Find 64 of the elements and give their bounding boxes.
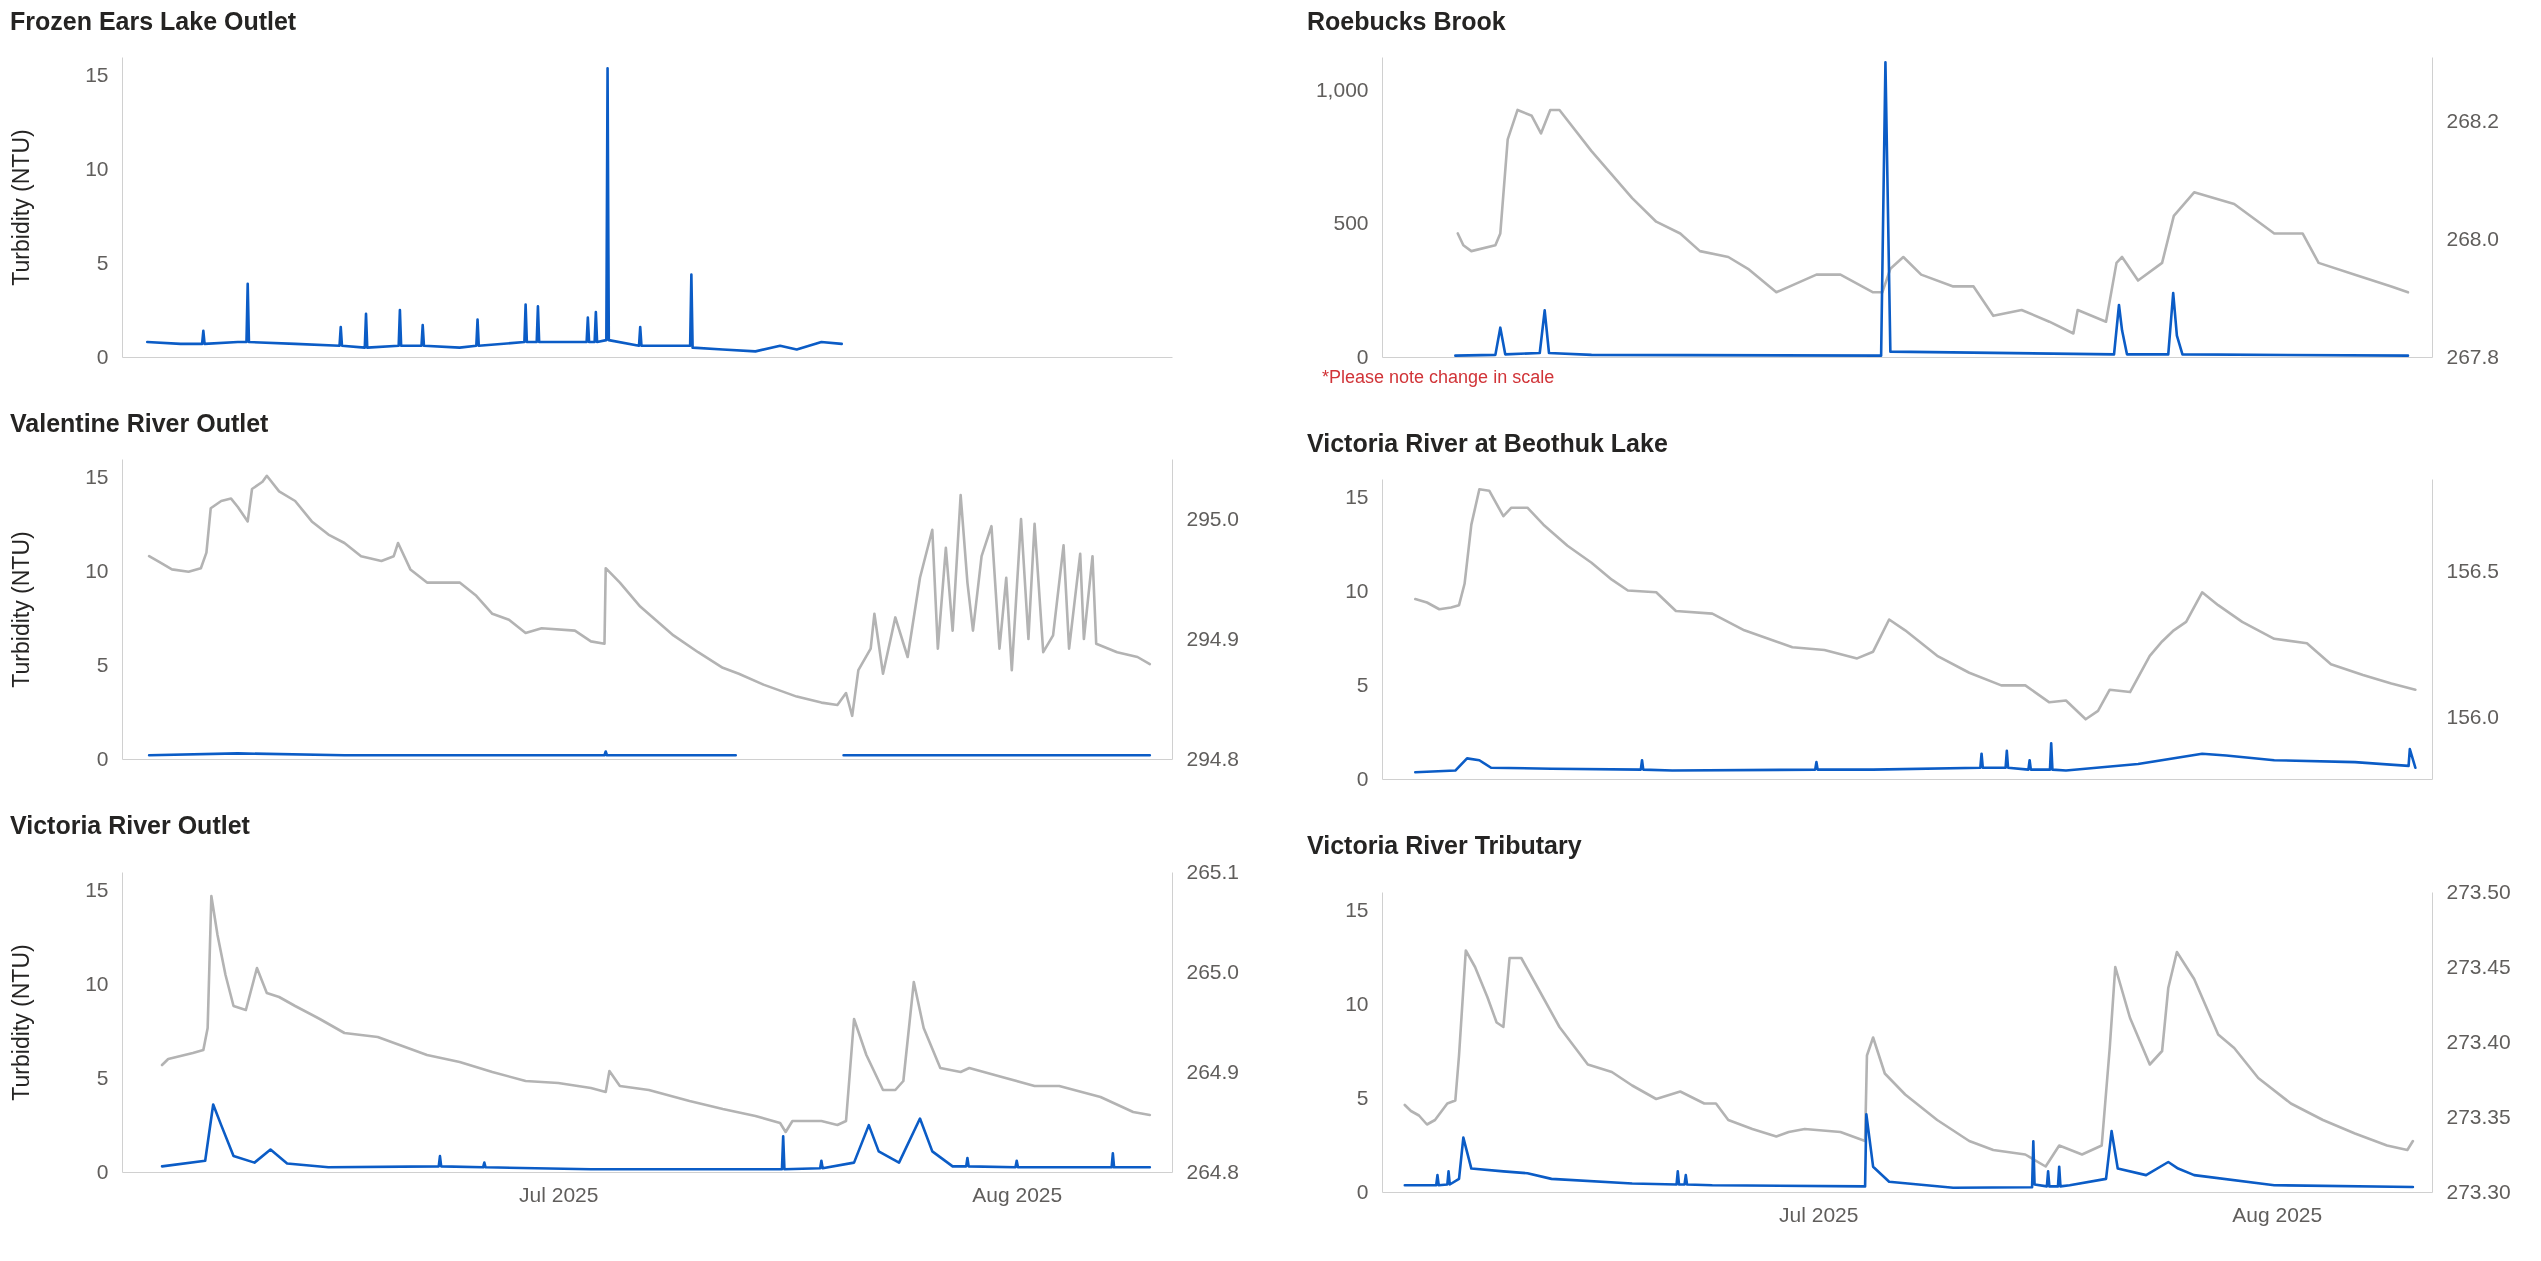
line-series (1454, 61, 2410, 357)
y-tick-label: 0 (1356, 344, 1369, 368)
y2-tick-label: 268.0 (2446, 226, 2500, 250)
y-axis-title: Turbidity (NTU) (7, 944, 34, 1101)
y-tick-label: 5 (96, 1065, 109, 1089)
y2-tick-label: 264.8 (1186, 1159, 1240, 1183)
y-tick-label: 15 (85, 63, 109, 87)
y-tick-label: 10 (85, 559, 109, 582)
y2-tick-label: 273.35 (2446, 1104, 2511, 1128)
chart-title: Victoria River at Beothuk Lake (1307, 429, 1668, 457)
y2-tick-label: 273.45 (2446, 954, 2511, 978)
y2-tick-label: 156.0 (2446, 705, 2500, 729)
y-tick-label: 10 (1345, 579, 1369, 602)
line-series (147, 474, 1152, 718)
y-tick-label: 0 (96, 746, 109, 770)
y2-tick-label: 294.9 (1186, 626, 1240, 650)
y-tick-label: 15 (1345, 485, 1369, 509)
y-tick-label: 0 (1356, 766, 1369, 790)
y2-tick-label: 273.40 (2446, 1029, 2511, 1053)
line-series (160, 1103, 1152, 1171)
y-tick-label: 15 (1345, 898, 1369, 922)
y-tick-label: 15 (85, 878, 109, 902)
y-tick-label: 0 (96, 1159, 109, 1183)
y2-tick-label: 265.0 (1186, 959, 1240, 983)
chart-title: Victoria River Tributary (1307, 831, 1582, 859)
y-tick-label: 0 (96, 344, 109, 368)
y2-tick-label: 273.30 (2446, 1179, 2511, 1203)
y2-tick-label: 295.0 (1186, 506, 1240, 530)
y2-tick-label: 265.1 (1186, 859, 1240, 883)
line-series (1413, 487, 2417, 721)
line-series (1456, 108, 2410, 335)
line-series (160, 894, 1152, 1134)
chart-title: Roebucks Brook (1307, 7, 1506, 35)
text: *Please note change in scale (1322, 367, 1555, 387)
y-tick-label: 15 (85, 465, 109, 489)
y2-tick-label: 264.9 (1186, 1059, 1240, 1083)
y-tick-label: 10 (85, 157, 109, 180)
x-tick-label: Jul 2025 (519, 1182, 599, 1206)
y2-tick-label: 267.8 (2446, 344, 2500, 368)
y2-tick-label: 273.50 (2446, 879, 2511, 903)
y-tick-label: 1,000 (1315, 77, 1369, 101)
y-tick-label: 5 (96, 652, 109, 676)
x-tick-label: Aug 2025 (2232, 1202, 2323, 1226)
y-axis-title: Turbidity (NTU) (7, 129, 34, 286)
chart-title: Frozen Ears Lake Outlet (10, 7, 297, 35)
y-tick-label: 5 (96, 250, 109, 274)
line-series (1403, 949, 2415, 1168)
line-series (145, 66, 844, 353)
y2-tick-label: 294.8 (1186, 746, 1240, 770)
y2-tick-label: 156.5 (2446, 558, 2500, 582)
y-tick-label: 0 (1356, 1179, 1369, 1203)
y-tick-label: 10 (1345, 992, 1369, 1015)
chart-title: Valentine River Outlet (10, 409, 270, 437)
x-tick-label: Jul 2025 (1779, 1202, 1859, 1226)
y-tick-label: 5 (1356, 1085, 1369, 1109)
chart-title: Victoria River Outlet (10, 811, 251, 839)
line-series (1403, 1112, 2415, 1189)
y-tick-label: 10 (85, 972, 109, 995)
line-series (1413, 742, 2417, 774)
y-tick-label: 5 (1356, 672, 1369, 696)
y2-tick-label: 268.2 (2446, 109, 2500, 133)
x-tick-label: Aug 2025 (972, 1182, 1063, 1206)
y-axis-title: Turbidity (NTU) (7, 531, 34, 688)
y-tick-label: 500 (1333, 211, 1369, 235)
